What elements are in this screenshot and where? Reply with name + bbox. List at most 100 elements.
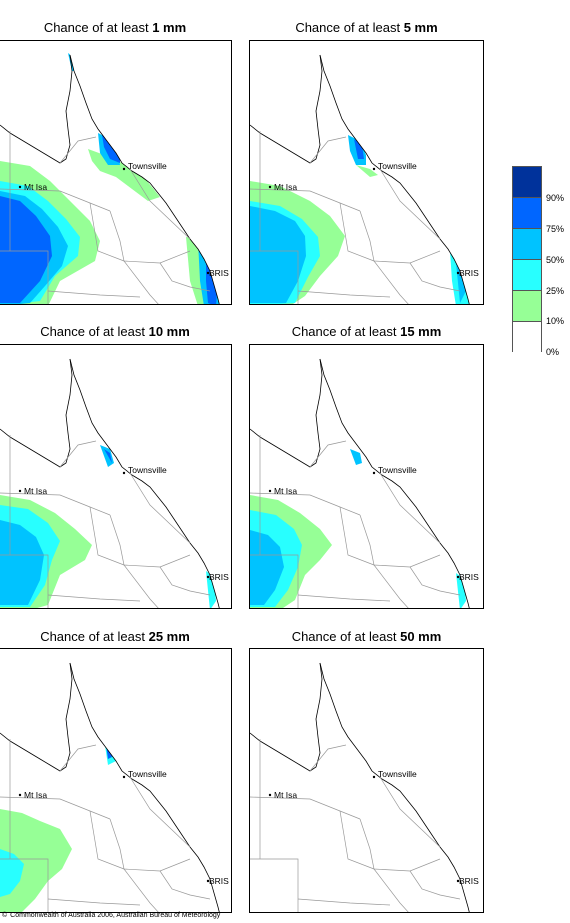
legend-swatch-0-10 bbox=[512, 321, 542, 352]
panel-title-15mm: Chance of at least 15 mm bbox=[291, 324, 442, 339]
probability-region bbox=[0, 196, 52, 303]
place-marker-bris bbox=[456, 271, 460, 275]
district-border bbox=[309, 744, 347, 772]
district-border bbox=[250, 858, 299, 912]
coastline bbox=[69, 358, 220, 608]
place-marker-townsville bbox=[122, 471, 126, 475]
place-marker-bris bbox=[456, 575, 460, 579]
place-marker-bris bbox=[206, 879, 210, 883]
probability-regions bbox=[0, 445, 216, 608]
district-border bbox=[129, 776, 191, 848]
place-marker-bris bbox=[456, 879, 460, 883]
place-label-mt_isa: Mt Isa bbox=[24, 486, 47, 496]
panel-title-1mm: Chance of at least 1 mm bbox=[43, 20, 187, 35]
probability-regions bbox=[0, 739, 116, 912]
district-border bbox=[123, 564, 159, 608]
ocean-area bbox=[70, 649, 231, 912]
place-label-townsville: Townsville bbox=[378, 465, 417, 475]
district-border bbox=[129, 168, 191, 240]
ocean-area bbox=[70, 345, 231, 608]
map-panel-15mm: Townsville Mt Isa BRIS bbox=[249, 344, 484, 609]
probability-region bbox=[102, 135, 120, 163]
district-border bbox=[379, 472, 441, 544]
district-border bbox=[309, 440, 347, 468]
place-label-townsville: Townsville bbox=[128, 465, 167, 475]
district-border bbox=[250, 796, 361, 820]
district-border bbox=[47, 290, 141, 298]
district-border bbox=[373, 868, 409, 912]
district-border bbox=[159, 870, 211, 900]
copyright-text: Commonwealth of Australia 2006, Australi… bbox=[10, 912, 221, 919]
place-marker-mt_isa bbox=[268, 185, 272, 189]
place-label-bris: BRIS bbox=[459, 876, 479, 886]
district-border bbox=[123, 868, 159, 912]
map-svg: Townsville Mt Isa BRIS bbox=[0, 41, 231, 304]
legend-swatch-90-100 bbox=[512, 166, 542, 197]
district-border bbox=[339, 506, 375, 566]
gulf-coastline bbox=[250, 662, 323, 772]
legend-label-90: 90% bbox=[546, 193, 565, 203]
copyright-symbol: © bbox=[2, 912, 8, 919]
district-border bbox=[47, 594, 141, 602]
map-svg: Townsville Mt Isa BRIS bbox=[250, 649, 483, 912]
place-label-mt_isa: Mt Isa bbox=[24, 182, 47, 192]
probability-regions bbox=[250, 449, 466, 608]
ocean-area bbox=[320, 345, 483, 608]
district-border bbox=[250, 492, 361, 516]
probability-region bbox=[250, 206, 306, 303]
district-border bbox=[123, 260, 159, 304]
legend-label-25: 25% bbox=[546, 286, 565, 296]
probability-regions bbox=[250, 135, 470, 304]
place-marker-townsville bbox=[122, 775, 126, 779]
place-marker-townsville bbox=[122, 167, 126, 171]
map-svg: Townsville Mt Isa BRIS bbox=[0, 345, 231, 608]
panel-title-50mm: Chance of at least 50 mm bbox=[291, 629, 442, 644]
gulf-coastline bbox=[250, 358, 323, 468]
place-label-mt_isa: Mt Isa bbox=[24, 790, 47, 800]
place-marker-bris bbox=[206, 271, 210, 275]
district-border bbox=[297, 594, 391, 602]
district-border bbox=[59, 744, 97, 772]
district-border bbox=[373, 260, 409, 304]
map-panel-25mm: Townsville Mt Isa BRIS bbox=[0, 648, 232, 913]
place-label-townsville: Townsville bbox=[128, 769, 167, 779]
probability-region bbox=[250, 530, 284, 605]
place-marker-townsville bbox=[372, 775, 376, 779]
district-border bbox=[89, 506, 125, 566]
map-panel-10mm: Townsville Mt Isa BRIS bbox=[0, 344, 232, 609]
probability-region bbox=[354, 139, 364, 159]
place-marker-mt_isa bbox=[18, 185, 22, 189]
place-label-bris: BRIS bbox=[209, 572, 229, 582]
copyright-footer: © Commonwealth of Australia 2006, Austra… bbox=[2, 912, 220, 919]
coastline bbox=[319, 662, 470, 912]
probability-region bbox=[356, 165, 378, 177]
district-border bbox=[409, 870, 461, 900]
place-marker-mt_isa bbox=[18, 489, 22, 493]
place-label-mt_isa: Mt Isa bbox=[274, 182, 297, 192]
place-marker-townsville bbox=[372, 471, 376, 475]
gulf-coastline bbox=[0, 358, 73, 468]
panel-title-25mm: Chance of at least 25 mm bbox=[40, 629, 190, 644]
coastline bbox=[69, 662, 220, 912]
place-label-bris: BRIS bbox=[459, 572, 479, 582]
ocean-area bbox=[70, 41, 231, 304]
legend-label-50: 50% bbox=[546, 255, 565, 265]
legend-label-10: 10% bbox=[546, 316, 565, 326]
place-marker-bris bbox=[206, 575, 210, 579]
gulf-coastline bbox=[250, 54, 323, 164]
district-border bbox=[89, 810, 125, 870]
probability-region bbox=[0, 849, 24, 897]
district-border bbox=[339, 810, 375, 870]
place-marker-mt_isa bbox=[268, 489, 272, 493]
map-svg: Townsville Mt Isa BRIS bbox=[250, 345, 483, 608]
place-label-townsville: Townsville bbox=[378, 161, 417, 171]
panel-title-5mm: Chance of at least 5 mm bbox=[295, 20, 438, 35]
legend-label-0: 0% bbox=[546, 347, 560, 357]
district-border bbox=[129, 472, 191, 544]
place-label-bris: BRIS bbox=[459, 268, 479, 278]
district-border bbox=[379, 168, 441, 240]
place-label-mt_isa: Mt Isa bbox=[274, 486, 297, 496]
district-border bbox=[47, 898, 141, 906]
district-border bbox=[250, 554, 299, 608]
place-label-mt_isa: Mt Isa bbox=[274, 790, 297, 800]
